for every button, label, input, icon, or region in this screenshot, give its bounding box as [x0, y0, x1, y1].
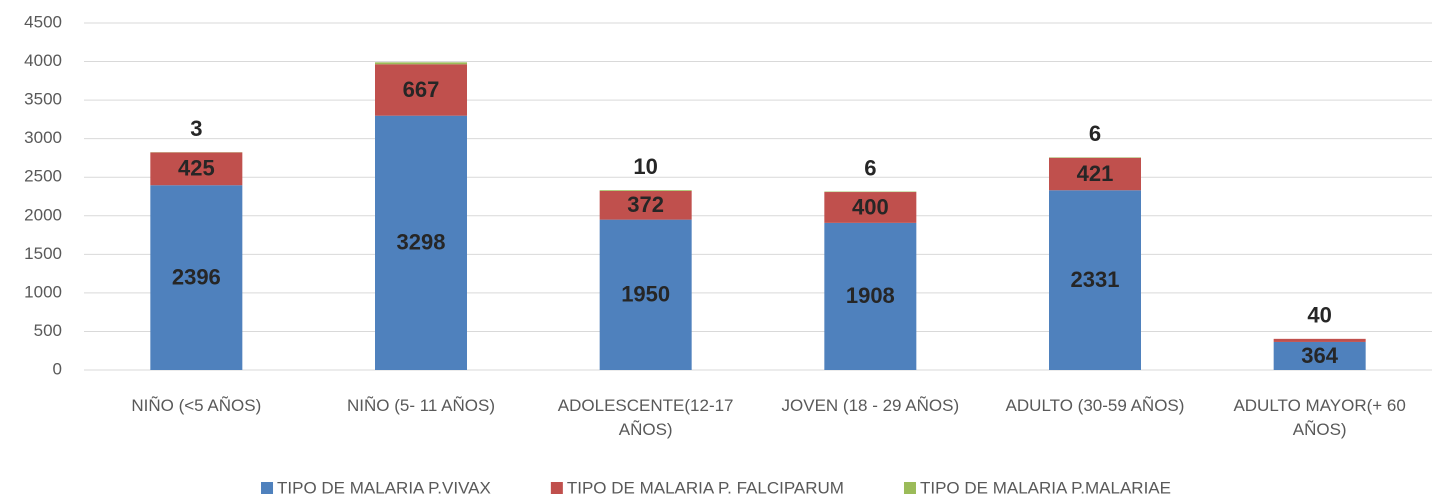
data-label: 6 [1089, 121, 1101, 146]
bar-segment [150, 185, 243, 370]
legend-swatch [903, 482, 916, 494]
x-tick-label-box: NIÑO (<5 AÑOS) [131, 396, 262, 415]
data-label: 1908 [846, 283, 895, 308]
legend-label: TIPO DE MALARIA P. FALCIPARUM [567, 478, 844, 497]
x-tick-label: ADULTO (30-59 AÑOS) [1005, 396, 1185, 415]
y-tick-label: 2000 [24, 205, 62, 224]
data-label: 10 [633, 154, 657, 179]
x-tick-label: ADULTO MAYOR(+ 60 AÑOS) [1233, 396, 1406, 439]
data-label: 667 [403, 77, 440, 102]
bar-segment [599, 190, 692, 191]
data-label: 372 [627, 192, 664, 217]
data-label: 1950 [621, 282, 670, 307]
y-tick-label: 4000 [24, 51, 62, 70]
bar-segment [1049, 157, 1141, 191]
bar-segment [375, 64, 467, 116]
x-tick-label: NIÑO (5- 11 AÑOS) [346, 396, 495, 415]
x-tick-label-box: NIÑO (5- 11 AÑOS) [346, 396, 495, 415]
data-label: 364 [1301, 343, 1338, 368]
x-tick-label-box: ADOLESCENTE(12-17 AÑOS) [557, 396, 734, 439]
bar-segment [1273, 338, 1366, 342]
data-label: 3 [190, 116, 202, 141]
y-tick-label: 500 [34, 321, 62, 340]
y-tick-label: 3500 [24, 90, 62, 109]
data-label: 6 [864, 155, 876, 180]
bar-segment [1273, 341, 1366, 370]
x-tick-label: ADOLESCENTE(12-17 AÑOS) [557, 396, 734, 439]
legend-label: TIPO DE MALARIA P.MALARIAE [920, 478, 1171, 497]
data-label: 425 [178, 156, 215, 181]
x-tick-label-box: JOVEN (18 - 29 AÑOS) [781, 396, 960, 415]
bar-segment [375, 62, 467, 65]
y-tick-label: 3000 [24, 128, 62, 147]
legend-label: TIPO DE MALARIA P.VIVAX [277, 478, 491, 497]
legend-swatch [261, 482, 274, 494]
data-label: 421 [1077, 161, 1114, 186]
y-tick-label: 1000 [24, 282, 62, 301]
y-tick-label: 0 [53, 359, 62, 378]
y-tick-label: 2500 [24, 167, 62, 186]
y-tick-label: 4500 [24, 12, 62, 31]
bar-segment [599, 190, 692, 220]
bar-segment [375, 115, 467, 370]
bar-segment [824, 192, 917, 223]
data-label: 2396 [172, 264, 221, 289]
bar-segment [150, 152, 243, 186]
bar-segment [599, 219, 692, 370]
x-tick-label-box: ADULTO (30-59 AÑOS) [1005, 396, 1185, 415]
x-tick-label: NIÑO (<5 AÑOS) [131, 396, 262, 415]
legend-swatch [550, 482, 563, 494]
y-tick-label: 1500 [24, 244, 62, 263]
data-label: 2331 [1071, 267, 1120, 292]
x-tick-label: JOVEN (18 - 29 AÑOS) [781, 396, 960, 415]
bar-segment [824, 222, 917, 370]
bar-segment [1049, 190, 1141, 370]
data-label: 3298 [397, 230, 446, 255]
data-label: 400 [852, 194, 889, 219]
x-tick-label-box: ADULTO MAYOR(+ 60 AÑOS) [1233, 396, 1406, 439]
data-label: 40 [1307, 303, 1331, 328]
